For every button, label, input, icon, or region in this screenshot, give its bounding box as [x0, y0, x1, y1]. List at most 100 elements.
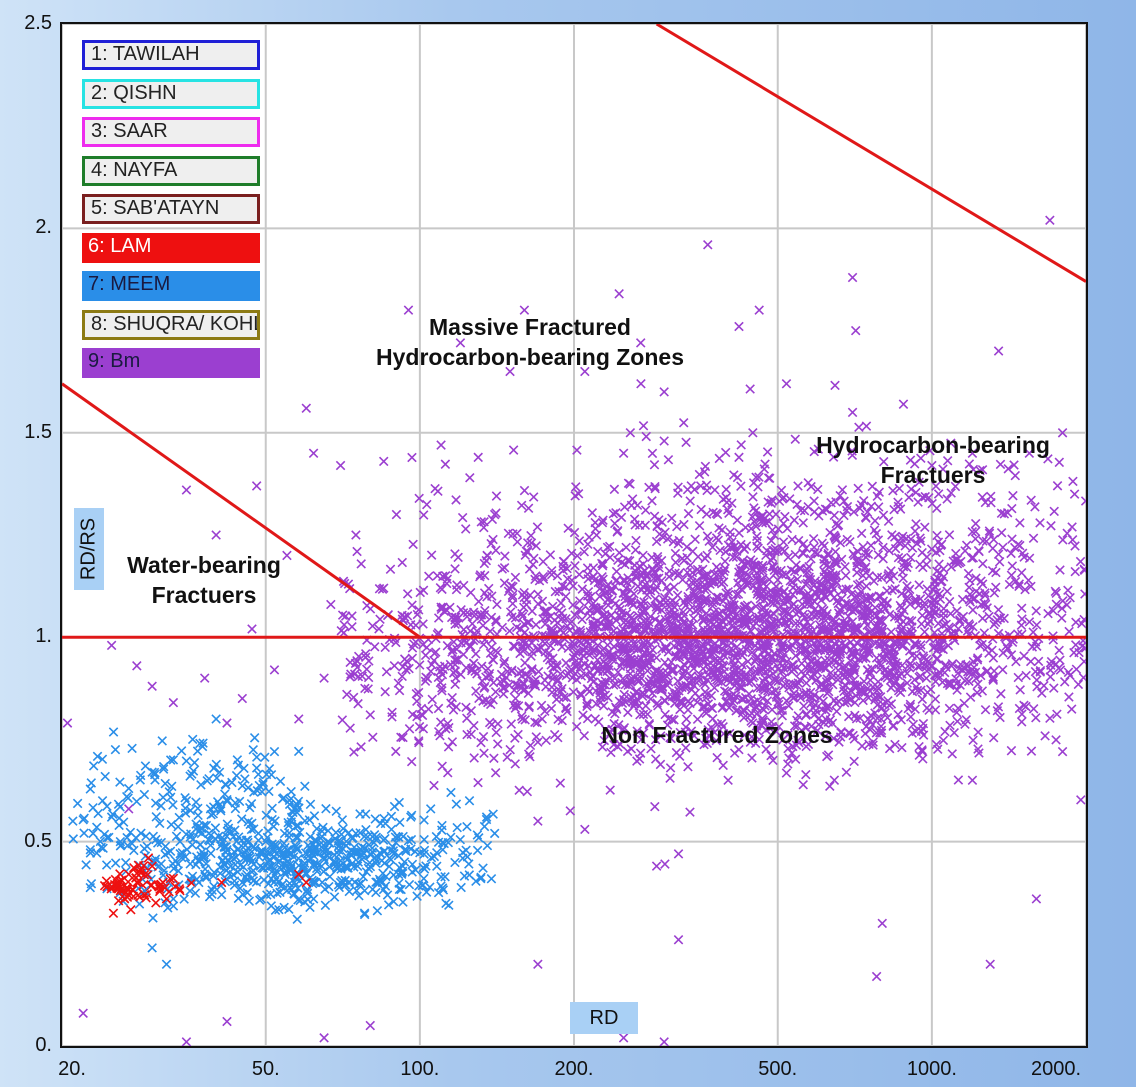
data-point-bm — [401, 664, 411, 675]
data-point-meem — [123, 783, 134, 794]
data-point-meem — [478, 863, 488, 873]
data-point-bm — [989, 588, 1000, 598]
data-point-meem — [158, 764, 169, 774]
data-point-bm — [407, 643, 418, 653]
data-point-bm — [523, 749, 534, 759]
data-point-bm — [936, 577, 946, 587]
data-point-meem — [308, 894, 319, 904]
data-point-bm — [877, 918, 888, 929]
data-point-bm — [654, 617, 664, 628]
data-point-bm — [742, 558, 753, 568]
data-point-bm — [763, 685, 773, 696]
data-point-bm — [767, 545, 778, 556]
data-point-bm — [584, 532, 594, 542]
data-point-bm — [805, 692, 815, 702]
data-point-bm — [597, 742, 608, 752]
data-point-bm — [181, 1037, 192, 1046]
legend-item[interactable]: 3: SAAR — [82, 117, 260, 147]
legend-item[interactable]: 2: QISHN — [82, 78, 260, 109]
data-point-meem — [253, 835, 264, 846]
data-point-bm — [507, 592, 518, 603]
legend-item[interactable]: 9: Bm — [82, 348, 260, 378]
data-point-meem — [369, 837, 379, 848]
data-point-lam — [164, 887, 174, 897]
data-point-bm — [688, 654, 699, 664]
legend-item[interactable]: 4: NAYFA — [82, 155, 260, 186]
data-point-meem — [92, 751, 103, 762]
legend-item[interactable]: 5: SAB'ATAYN — [82, 194, 260, 224]
data-point-meem — [173, 822, 183, 832]
data-point-bm — [598, 679, 608, 690]
data-point-meem — [201, 858, 211, 869]
data-point-bm — [925, 684, 936, 695]
data-point-bm — [1057, 603, 1067, 614]
data-point-bm — [803, 739, 814, 750]
data-point-bm — [430, 483, 440, 494]
data-point-bm — [466, 665, 477, 676]
data-point-bm — [1064, 692, 1074, 702]
data-point-meem — [417, 880, 428, 891]
data-point-bm — [830, 639, 841, 650]
data-point-bm — [600, 588, 610, 598]
data-point-meem — [215, 841, 226, 851]
legend-item[interactable]: 8: SHUQRA/ KOHLAN — [82, 309, 260, 340]
data-point-bm — [596, 603, 607, 613]
data-point-bm — [661, 642, 671, 652]
data-point-bm — [889, 637, 899, 647]
data-point-bm — [687, 567, 698, 578]
data-point-meem — [195, 738, 205, 749]
data-point-bm — [931, 547, 941, 558]
legend-item[interactable]: 6: LAM — [82, 232, 260, 263]
data-point-bm — [1040, 731, 1050, 741]
data-point-bm — [517, 643, 528, 653]
data-point-meem — [246, 824, 257, 835]
data-point-bm — [853, 483, 863, 494]
data-point-bm — [1050, 586, 1061, 597]
data-point-meem — [279, 838, 289, 849]
data-point-bm — [773, 699, 784, 710]
data-point-bm — [363, 672, 374, 683]
data-point-bm — [282, 550, 292, 561]
data-point-meem — [300, 781, 310, 792]
data-point-bm — [795, 689, 805, 700]
data-point-bm — [655, 759, 666, 770]
data-point-bm — [533, 959, 543, 970]
data-point-bm — [578, 645, 589, 656]
data-point-bm — [767, 705, 777, 715]
data-point-bm — [876, 725, 887, 736]
data-point-bm — [1063, 585, 1073, 596]
data-point-bm — [842, 692, 853, 703]
legend-item[interactable]: 7: MEEM — [82, 271, 260, 301]
data-point-bm — [686, 684, 697, 695]
data-point-meem — [248, 744, 259, 755]
data-point-bm — [447, 692, 458, 703]
data-point-bm — [746, 523, 756, 534]
data-point-bm — [786, 565, 797, 575]
data-point-bm — [644, 617, 654, 628]
data-point-bm — [819, 558, 829, 569]
data-point-bm — [498, 683, 508, 693]
data-point-meem — [359, 908, 370, 918]
data-point-meem — [242, 853, 252, 863]
data-point-bm — [450, 619, 460, 629]
data-point-meem — [367, 884, 378, 895]
data-point-bm — [914, 741, 924, 752]
data-point-bm — [981, 667, 992, 677]
data-point-bm — [783, 701, 794, 711]
data-point-meem — [165, 755, 176, 765]
data-point-bm — [1079, 614, 1086, 625]
data-point-bm — [630, 545, 641, 555]
data-point-bm — [1024, 617, 1035, 627]
data-point-bm — [552, 676, 563, 686]
data-point-bm — [839, 660, 850, 671]
data-point-bm — [469, 720, 479, 731]
data-point-bm — [783, 759, 793, 769]
data-point-bm — [424, 571, 434, 581]
data-point-bm — [769, 530, 780, 541]
data-point-bm — [894, 613, 905, 624]
legend-item[interactable]: 1: TAWILAH — [82, 40, 260, 70]
data-point-bm — [820, 731, 830, 742]
data-point-bm — [934, 559, 944, 569]
data-point-bm — [740, 522, 751, 533]
data-point-bm — [671, 650, 681, 661]
